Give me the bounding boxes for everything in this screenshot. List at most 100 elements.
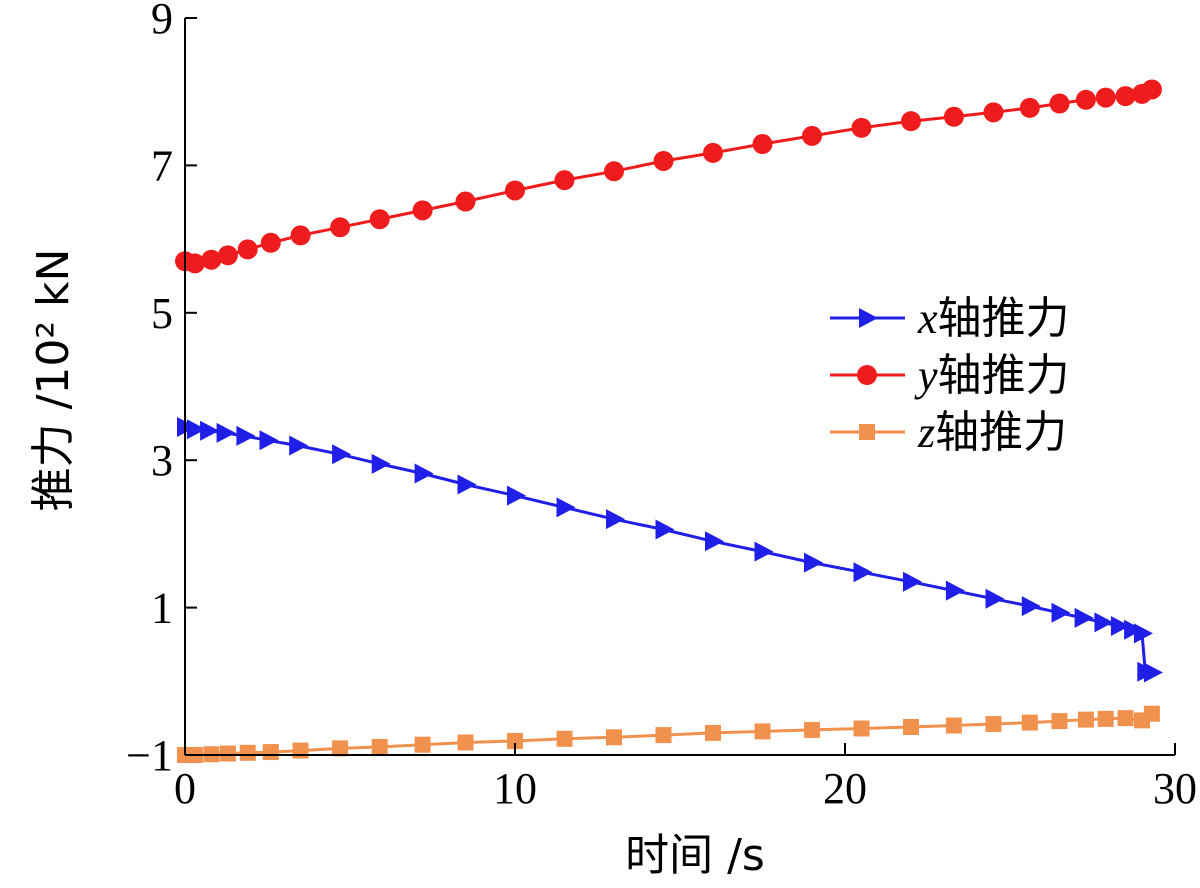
data-point-z xyxy=(903,718,919,735)
data-point-y xyxy=(237,239,258,260)
data-point-x xyxy=(606,509,625,530)
series-layer xyxy=(175,79,1163,763)
y-tick-label: 7 xyxy=(151,141,173,190)
data-point-x xyxy=(200,420,220,441)
data-point-x xyxy=(1074,607,1094,628)
legend-suffix: 轴推力 xyxy=(935,407,1067,458)
legend-variable: x xyxy=(917,294,938,343)
data-point-z xyxy=(606,729,622,746)
data-point-z xyxy=(804,721,820,738)
series-x xyxy=(177,417,1163,683)
data-point-y xyxy=(901,111,921,132)
data-point-y xyxy=(455,191,476,212)
y-tick-label: 5 xyxy=(151,289,173,338)
legend-variable: y xyxy=(914,351,938,400)
data-point-y xyxy=(943,106,964,127)
series-z xyxy=(177,705,1160,763)
axes-layer: −1 1 3 5 7 9 0 10 20 30 xyxy=(126,0,1197,813)
x-axis-title: 时间 /s xyxy=(625,830,765,881)
data-point-y xyxy=(983,102,1004,123)
data-point-z xyxy=(262,744,279,761)
data-point-y xyxy=(260,232,281,253)
data-point-z xyxy=(556,730,573,747)
data-point-x xyxy=(457,474,477,495)
data-point-z xyxy=(655,727,672,744)
data-point-x xyxy=(556,497,576,518)
data-point-y xyxy=(1049,93,1070,114)
data-point-x xyxy=(1021,596,1041,617)
legend-label-y: y轴推力 xyxy=(914,350,1070,401)
data-point-x xyxy=(216,422,236,443)
data-point-x xyxy=(754,541,774,562)
data-point-z xyxy=(1077,711,1094,728)
data-point-z xyxy=(371,738,388,755)
data-point-y xyxy=(217,245,238,266)
data-point-z xyxy=(754,723,771,740)
legend-suffix: 轴推力 xyxy=(938,350,1070,401)
data-point-y xyxy=(412,200,433,221)
y-tick-label: 3 xyxy=(151,436,173,485)
data-point-x xyxy=(177,417,196,438)
data-point-x xyxy=(1094,612,1114,633)
data-point-z xyxy=(507,732,523,749)
legend-label-x: x轴推力 xyxy=(917,293,1070,344)
data-point-z xyxy=(945,717,962,734)
data-point-y xyxy=(330,217,351,238)
x-tick-label: 30 xyxy=(1153,764,1197,813)
data-point-z xyxy=(1051,713,1068,730)
data-point-y xyxy=(752,134,773,155)
legend-item-z: z轴推力 xyxy=(830,407,1067,458)
data-point-y xyxy=(851,117,872,138)
data-point-z xyxy=(1117,710,1134,727)
legend-item-x: x轴推力 xyxy=(830,293,1070,344)
data-point-y xyxy=(1141,79,1162,100)
data-point-y xyxy=(290,225,311,246)
data-point-x xyxy=(1051,602,1071,623)
data-point-y xyxy=(369,209,390,230)
data-point-x xyxy=(903,571,922,592)
y-tick-label: 9 xyxy=(151,0,173,43)
data-point-y xyxy=(1095,87,1116,108)
data-point-y xyxy=(184,253,205,274)
data-point-y xyxy=(802,125,822,146)
data-point-x xyxy=(507,485,526,506)
data-point-x xyxy=(655,519,675,540)
data-point-y xyxy=(554,170,575,191)
data-point-x xyxy=(259,430,279,451)
legend-marker-x xyxy=(859,308,878,328)
data-point-z xyxy=(705,724,721,741)
series-y xyxy=(175,79,1162,274)
data-point-z xyxy=(457,734,474,751)
data-point-x xyxy=(804,552,823,573)
data-point-x xyxy=(1143,662,1163,683)
data-point-x xyxy=(236,425,256,446)
data-point-z xyxy=(853,720,870,737)
data-point-z xyxy=(292,742,309,759)
y-tick-label: 1 xyxy=(151,584,173,633)
data-point-z xyxy=(239,744,256,761)
x-tick-label: 20 xyxy=(823,764,867,813)
data-point-x xyxy=(1124,619,1144,640)
legend-label-z: z轴推力 xyxy=(917,407,1067,458)
data-point-x xyxy=(371,453,391,474)
data-point-y xyxy=(1115,86,1136,107)
data-point-z xyxy=(332,740,349,757)
data-point-z xyxy=(414,736,431,753)
data-point-x xyxy=(945,580,965,601)
data-point-x xyxy=(853,562,873,583)
series-line-y xyxy=(184,88,1153,265)
legend-variable: z xyxy=(917,408,935,457)
data-point-z xyxy=(1021,714,1038,731)
legend-item-y: y轴推力 xyxy=(830,350,1070,401)
x-tick-label: 10 xyxy=(493,764,537,813)
legend-suffix: 轴推力 xyxy=(938,293,1070,344)
data-point-z xyxy=(1097,710,1114,727)
series-line-x xyxy=(184,425,1153,674)
data-point-x xyxy=(1134,623,1153,644)
data-point-y xyxy=(703,142,723,163)
legend-marker-z xyxy=(859,424,875,440)
data-point-z xyxy=(985,716,1002,733)
data-point-x xyxy=(985,588,1005,609)
x-tick-label: 0 xyxy=(174,764,196,813)
